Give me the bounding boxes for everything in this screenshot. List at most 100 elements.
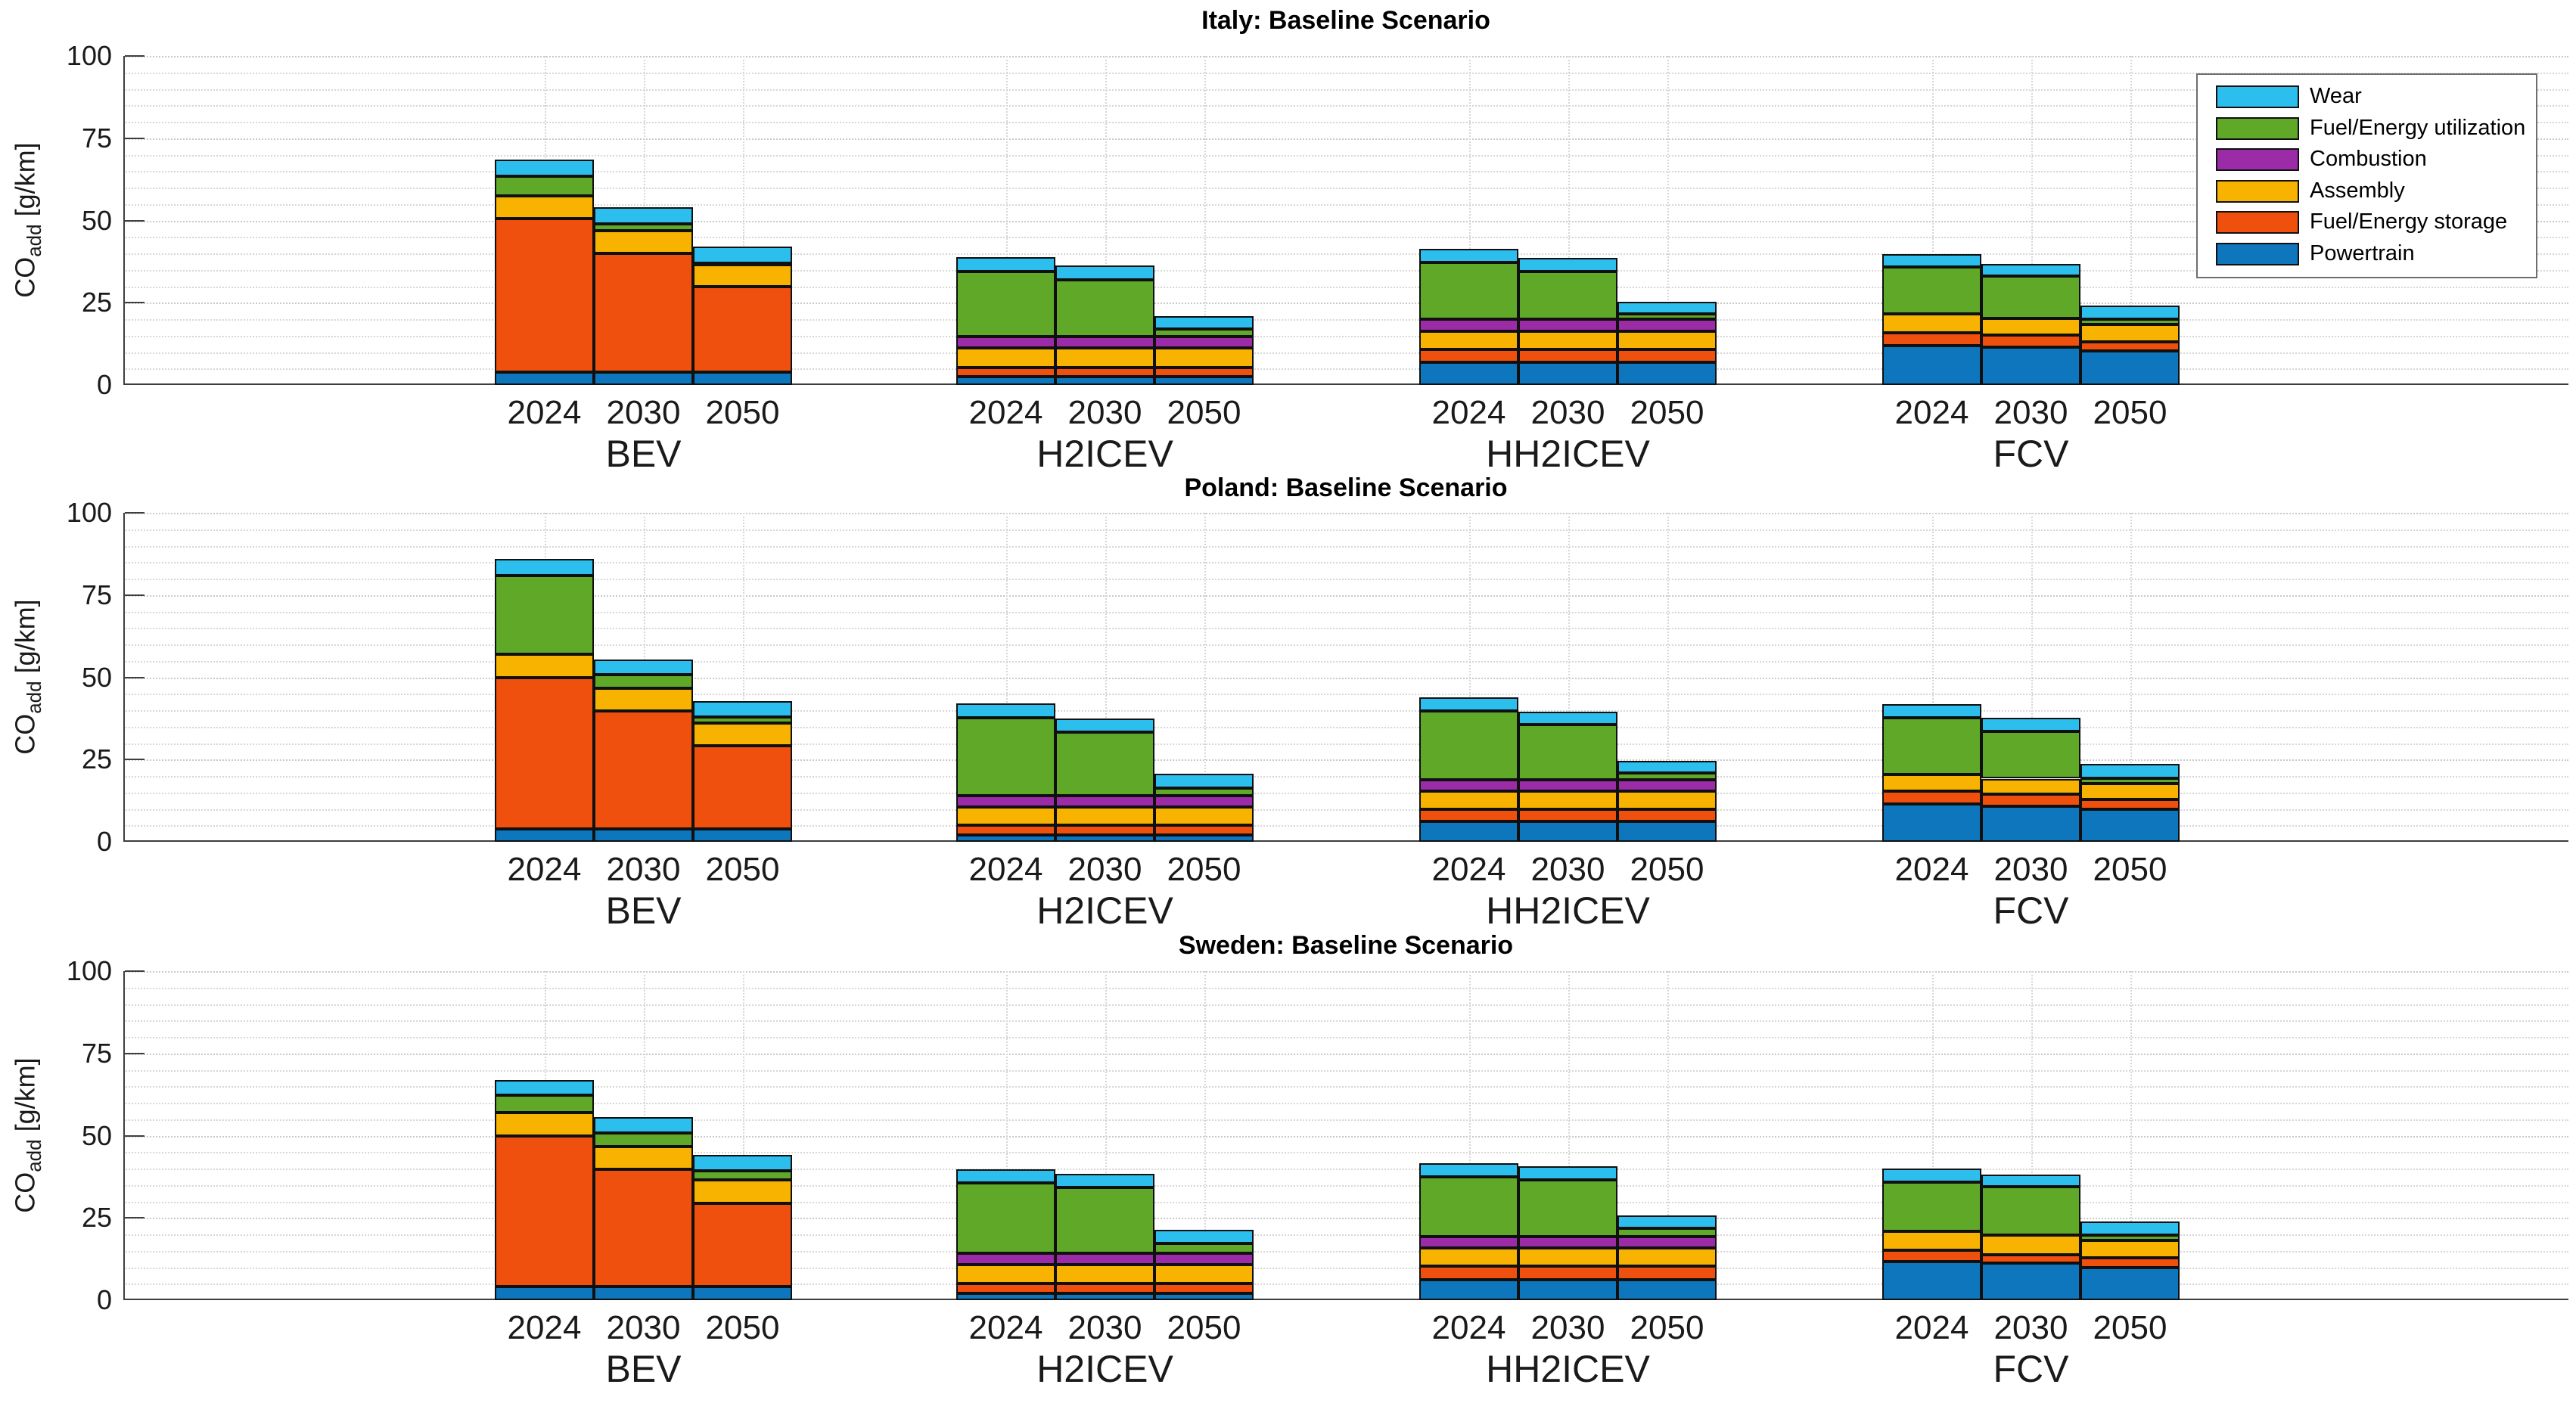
bar-segment-assembly (1419, 331, 1518, 350)
bar-segment-assembly (2080, 1240, 2180, 1258)
gridline-horizontal (123, 237, 2568, 239)
bar-segment-combustion (1055, 337, 1154, 349)
x-tick-label-year: 2030 (1067, 851, 1142, 888)
x-tick-label-year: 2030 (1530, 394, 1605, 431)
bar-segment-assembly (693, 1179, 792, 1203)
bar-segment-wear (1518, 258, 1617, 272)
bar-segment-wear (1617, 302, 1717, 315)
gridline-horizontal (123, 1053, 2568, 1055)
bar-segment-fuel-energy-utilization (693, 717, 792, 723)
bar-segment-wear (1981, 263, 2080, 277)
gridline-horizontal (123, 529, 2568, 531)
x-group-label-h2icev: H2ICEV (1036, 1348, 1173, 1390)
bar-segment-fuel-energy-storage (1419, 1266, 1518, 1280)
bar-segment-wear (495, 558, 594, 576)
bar-segment-powertrain (2080, 1267, 2180, 1300)
bar-segment-wear (1055, 265, 1154, 280)
bar-segment-fuel-energy-storage (1981, 793, 2080, 806)
bar-segment-fuel-energy-utilization (1154, 787, 1254, 796)
bar-segment-assembly (1055, 1264, 1154, 1284)
y-tick-mark (125, 676, 144, 678)
x-tick-label-year: 2050 (2093, 394, 2167, 431)
legend-entry: Combustion (2198, 145, 2536, 175)
gridline-vertical (2130, 56, 2132, 385)
gridline-vertical (1005, 513, 1008, 842)
bar-segment-powertrain (1882, 803, 1981, 842)
bar-segment-powertrain (495, 371, 594, 385)
bar-segment-assembly (956, 807, 1055, 826)
bar-segment-fuel-energy-utilization (1617, 773, 1717, 781)
bar-segment-fuel-energy-storage (1617, 349, 1717, 362)
bar-segment-wear (594, 659, 693, 675)
gridline-horizontal (123, 677, 2568, 679)
bar-segment-fuel-energy-utilization (2080, 319, 2180, 324)
gridline-horizontal (123, 513, 2568, 514)
bar-segment-powertrain (1518, 821, 1617, 842)
y-tick-label: 25 (81, 743, 112, 775)
gridline-horizontal (123, 368, 2568, 371)
bar-segment-fuel-energy-utilization (1617, 1228, 1717, 1237)
gridline-horizontal (123, 792, 2568, 794)
gridline-horizontal (123, 1234, 2568, 1236)
bar-segment-fuel-energy-storage (495, 1135, 594, 1287)
y-tick-mark (125, 1217, 144, 1219)
bar-segment-fuel-energy-utilization (956, 272, 1055, 337)
bar-segment-combustion (956, 1252, 1055, 1265)
legend-label: Fuel/Energy utilization (2310, 115, 2526, 140)
bar-segment-fuel-energy-storage (1419, 809, 1518, 822)
bar-segment-assembly (1981, 318, 2080, 336)
chart-panel-italy (123, 55, 2568, 385)
bar-segment-powertrain (956, 1293, 1055, 1300)
gridline-horizontal (123, 220, 2568, 222)
gridline-vertical (2130, 971, 2132, 1300)
legend-swatch-wear (2216, 85, 2299, 108)
gridline-vertical (1568, 56, 1570, 385)
gridline-horizontal (123, 1184, 2568, 1187)
gridline-horizontal (123, 611, 2568, 613)
bar-segment-fuel-energy-storage (1055, 367, 1154, 377)
bar-segment-fuel-energy-storage (1882, 790, 1981, 804)
bar-segment-assembly (1055, 348, 1154, 368)
bar-segment-fuel-energy-utilization (956, 1183, 1055, 1253)
bar-segment-wear (1055, 718, 1154, 732)
gridline-vertical (1667, 513, 1669, 842)
x-tick-label-year: 2024 (1431, 394, 1506, 431)
bar-segment-powertrain (1882, 1262, 1981, 1300)
y-axis-line (123, 56, 125, 385)
gridline-vertical (2031, 971, 2033, 1300)
bar-segment-fuel-energy-utilization (1518, 1179, 1617, 1237)
bar-segment-wear (1981, 1175, 2080, 1187)
bar-segment-fuel-energy-utilization (1154, 1243, 1254, 1253)
bar-segment-wear (495, 1079, 594, 1096)
bar-segment-combustion (1419, 319, 1518, 331)
bar-segment-fuel-energy-utilization (956, 718, 1055, 796)
bar-segment-assembly (1419, 1247, 1518, 1267)
gridline-vertical (1105, 971, 1107, 1300)
gridline-horizontal (123, 269, 2568, 272)
bar-segment-fuel-energy-storage (495, 219, 594, 372)
bar-segment-fuel-energy-utilization (1055, 279, 1154, 337)
bar-segment-combustion (1518, 1237, 1617, 1248)
gridline-vertical (1931, 971, 1934, 1300)
x-tick-label-year: 2024 (968, 1309, 1043, 1346)
x-axis-line (123, 840, 2568, 842)
gridline-horizontal (123, 1004, 2568, 1006)
legend-swatch-combustion (2216, 148, 2299, 171)
gridline-vertical (1468, 971, 1471, 1300)
gridline-horizontal (123, 1119, 2568, 1121)
bar-segment-wear (1518, 1166, 1617, 1180)
y-tick-mark (125, 55, 144, 57)
bar-segment-powertrain (693, 828, 792, 842)
bar-segment-fuel-energy-utilization (1981, 276, 2080, 319)
bar-segment-assembly (1882, 314, 1981, 334)
bar-segment-assembly (2080, 783, 2180, 800)
bar-segment-assembly (1154, 807, 1254, 826)
y-axis-line (123, 971, 125, 1300)
gridline-vertical (1667, 971, 1669, 1300)
bar-segment-powertrain (1419, 821, 1518, 842)
gridline-horizontal (123, 171, 2568, 173)
gridline-horizontal (123, 1020, 2568, 1023)
bar-segment-combustion (1419, 1237, 1518, 1248)
bar-segment-combustion (1055, 796, 1154, 808)
gridline-vertical (2130, 513, 2132, 842)
